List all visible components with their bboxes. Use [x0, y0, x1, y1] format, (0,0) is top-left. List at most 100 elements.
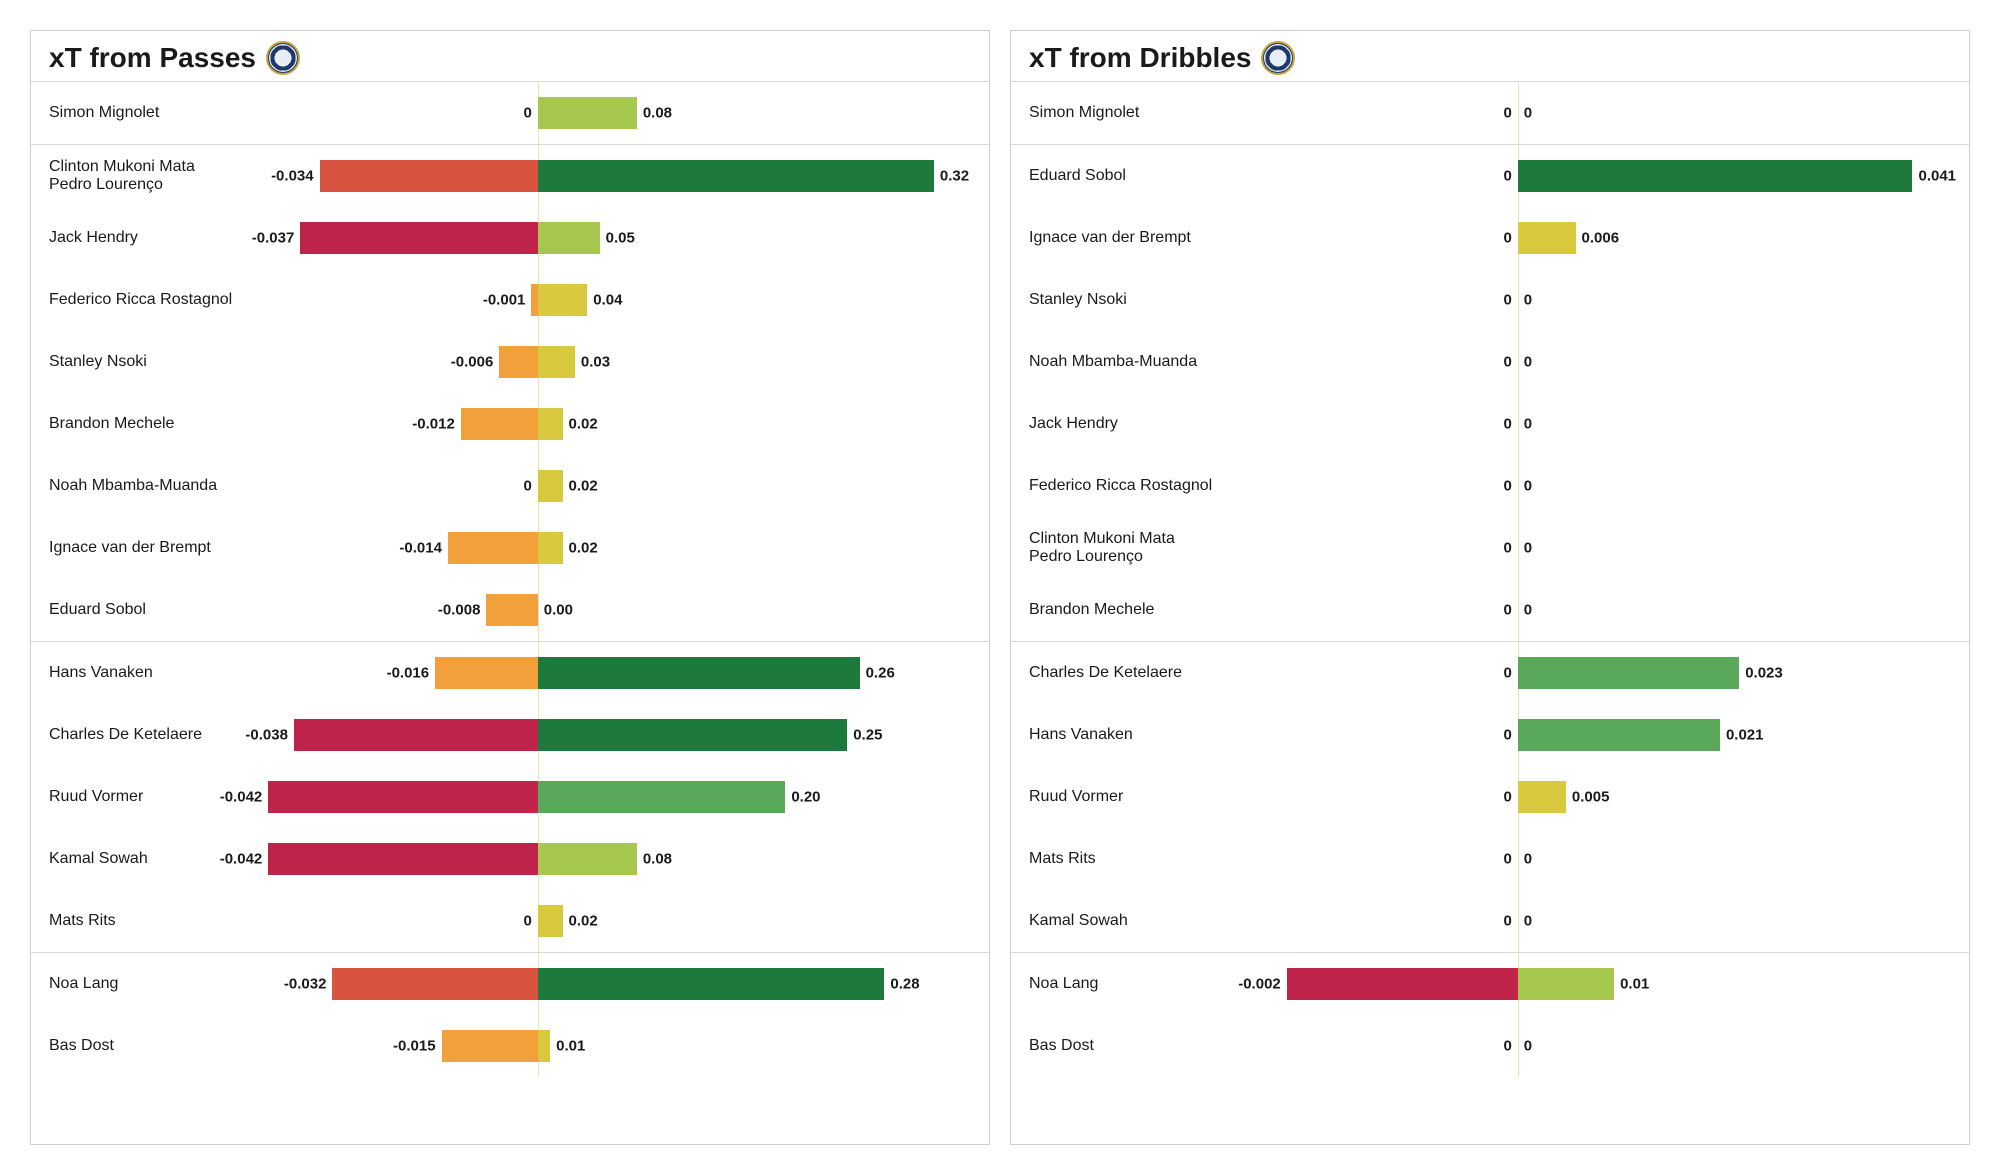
negative-value-label: 0 [1503, 230, 1511, 247]
player-row: Eduard Sobol 0 0.041 [1011, 145, 1969, 207]
positive-value-label: 0 [1524, 1038, 1532, 1055]
player-row: Eduard Sobol-0.0080.00 [31, 579, 989, 641]
club-logo-icon [1261, 41, 1295, 75]
player-name: Noah Mbamba-Muanda [1029, 353, 1229, 371]
positive-value-label: 0 [1524, 913, 1532, 930]
player-name: Bas Dost [49, 1037, 249, 1055]
player-group: Hans Vanaken-0.0160.26Charles De Ketelae… [31, 641, 989, 952]
bar-pair: -0.032 0.28 [249, 962, 971, 1006]
chart-panel: xT from DribblesSimon Mignolet00Eduard S… [1010, 30, 1970, 1145]
player-name: Federico Ricca Rostagnol [1029, 477, 1229, 495]
zero-axis [1518, 82, 1519, 144]
positive-value-label: 0.00 [544, 602, 573, 619]
player-row: Brandon Mechele00 [1011, 579, 1969, 641]
positive-bar [538, 657, 860, 689]
player-group: Eduard Sobol00.041Ignace van der Brempt0… [1011, 144, 1969, 641]
negative-value-label: 0 [523, 105, 531, 122]
negative-value-label: 0 [1503, 168, 1511, 185]
positive-bar [538, 97, 637, 129]
positive-value-label: 0 [1524, 354, 1532, 371]
zero-axis [1518, 890, 1519, 952]
negative-value-label: -0.032 [284, 976, 327, 993]
player-row: Jack Hendry-0.037 0.05 [31, 207, 989, 269]
positive-value-label: 0 [1524, 540, 1532, 557]
player-name: Ignace van der Brempt [49, 539, 249, 557]
player-group: Charles De Ketelaere00.023Hans Vanaken00… [1011, 641, 1969, 952]
player-row: Simon Mignolet00 [1011, 82, 1969, 144]
negative-value-label: 0 [1503, 913, 1511, 930]
negative-bar [300, 222, 537, 254]
zero-axis [1518, 517, 1519, 579]
bar-pair: 00 [1229, 340, 1951, 384]
player-name: Eduard Sobol [1029, 167, 1229, 185]
negative-value-label: -0.016 [387, 665, 430, 682]
bar-pair: 00.023 [1229, 651, 1951, 695]
positive-value-label: 0.32 [940, 168, 969, 185]
bar-pair: 00 [1229, 1024, 1951, 1068]
negative-bar [448, 532, 538, 564]
negative-value-label: -0.002 [1238, 976, 1281, 993]
player-row: Noah Mbamba-Muanda00 [1011, 331, 1969, 393]
negative-value-label: -0.014 [399, 540, 442, 557]
negative-bar [268, 781, 538, 813]
bar-pair: 00.02 [249, 899, 971, 943]
player-name: Noa Lang [49, 975, 249, 993]
player-name: Jack Hendry [49, 229, 249, 247]
positive-bar [538, 781, 786, 813]
positive-value-label: 0.05 [606, 230, 635, 247]
player-group: Simon Mignolet00.08 [31, 81, 989, 144]
positive-bar [1518, 222, 1576, 254]
bar-pair: -0.0420.08 [249, 837, 971, 881]
player-row: Ruud Vormer-0.0420.20 [31, 766, 989, 828]
player-name: Charles De Ketelaere [1029, 664, 1229, 682]
player-name: Hans Vanaken [1029, 726, 1229, 744]
positive-value-label: 0.02 [569, 913, 598, 930]
player-name: Jack Hendry [1029, 415, 1229, 433]
negative-value-label: -0.006 [451, 354, 494, 371]
negative-value-label: 0 [1503, 416, 1511, 433]
player-row: Ruud Vormer00.005 [1011, 766, 1969, 828]
bar-pair: 00 [1229, 278, 1951, 322]
bar-pair: -0.0420.20 [249, 775, 971, 819]
positive-bar [538, 843, 637, 875]
negative-value-label: 0 [1503, 851, 1511, 868]
positive-bar [1518, 719, 1720, 751]
player-row: Stanley Nsoki-0.0060.03 [31, 331, 989, 393]
positive-value-label: 0 [1524, 602, 1532, 619]
zero-axis [1518, 1015, 1519, 1077]
player-row: Clinton Mukoni Mata Pedro Lourenço00 [1011, 517, 1969, 579]
positive-value-label: 0.041 [1918, 168, 1956, 185]
player-group: Noa Lang-0.0320.28Bas Dost-0.0150.01 [31, 952, 989, 1077]
negative-bar [294, 719, 538, 751]
player-row: Noa Lang-0.0020.01 [1011, 953, 1969, 1015]
panel-title: xT from Passes [49, 42, 256, 74]
player-row: Clinton Mukoni Mata Pedro Lourenço-0.034… [31, 145, 989, 207]
zero-axis [1518, 269, 1519, 331]
player-group: Noa Lang-0.0020.01Bas Dost00 [1011, 952, 1969, 1077]
positive-value-label: 0.02 [569, 478, 598, 495]
negative-value-label: 0 [1503, 665, 1511, 682]
player-name: Stanley Nsoki [1029, 291, 1229, 309]
bar-pair: -0.037 0.05 [249, 216, 971, 260]
player-row: Charles De Ketelaere00.023 [1011, 642, 1969, 704]
player-name: Mats Rits [49, 912, 249, 930]
zero-axis [1518, 828, 1519, 890]
chart-panel: xT from Passes Simon Mignolet00.08Clinton… [30, 30, 990, 1145]
bar-pair: 00.08 [249, 91, 971, 135]
bar-pair: 00 [1229, 91, 1951, 135]
player-row: Ignace van der Brempt-0.0140.02 [31, 517, 989, 579]
bar-pair: -0.0120.02 [249, 402, 971, 446]
positive-value-label: 0.005 [1572, 789, 1610, 806]
positive-value-label: 0.04 [593, 292, 622, 309]
negative-bar [461, 408, 538, 440]
negative-value-label: -0.037 [252, 230, 295, 247]
bar-pair: -0.0080.00 [249, 588, 971, 632]
positive-value-label: 0.006 [1582, 230, 1620, 247]
bar-pair: 00 [1229, 588, 1951, 632]
player-row: Hans Vanaken00.021 [1011, 704, 1969, 766]
negative-value-label: -0.015 [393, 1038, 436, 1055]
negative-value-label: 0 [523, 913, 531, 930]
positive-bar [538, 346, 575, 378]
positive-value-label: 0.28 [890, 976, 919, 993]
negative-value-label: 0 [1503, 354, 1511, 371]
